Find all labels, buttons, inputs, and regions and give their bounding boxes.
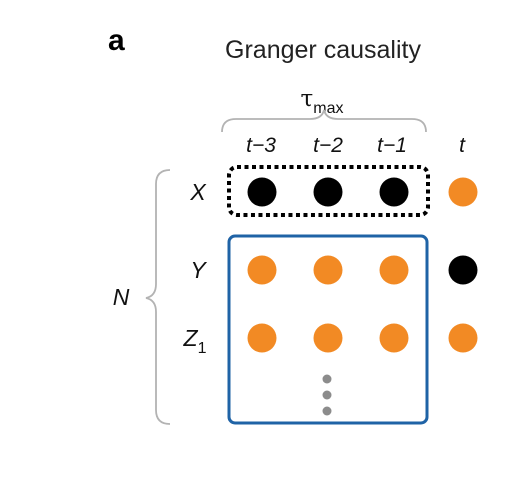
- node-y-t-1: [379, 255, 409, 285]
- diagram-title: Granger causality: [225, 36, 421, 64]
- variable-label-z1: Z1: [183, 325, 207, 357]
- node-z1-t-1: [379, 323, 409, 353]
- panel-letter: a: [108, 24, 125, 57]
- node-y-t-2: [313, 255, 343, 285]
- variable-z-name: Z: [183, 325, 199, 351]
- node-z1-t-3: [247, 323, 277, 353]
- conditioning-set-box: [227, 234, 429, 425]
- variable-label-y: Y: [190, 257, 207, 283]
- node-grid: [247, 177, 478, 353]
- variable-z-subscript: 1: [198, 340, 207, 357]
- node-x-t: [448, 177, 478, 207]
- node-x-t-2: [313, 177, 343, 207]
- tau-max-label: τmax: [301, 86, 344, 117]
- tau-max-brace: [221, 109, 427, 133]
- time-label-t-1: t−1: [377, 134, 407, 157]
- time-label-t-3: t−3: [246, 134, 276, 157]
- time-label-t: t: [459, 134, 466, 157]
- node-x-t-1: [379, 177, 409, 207]
- vertical-ellipsis: [322, 374, 332, 416]
- group-label-n: N: [113, 284, 130, 310]
- variable-label-x: X: [189, 179, 207, 205]
- ellipsis-dot: [322, 390, 332, 400]
- tau-symbol: τ: [301, 86, 314, 112]
- ellipsis-dot: [322, 374, 332, 384]
- node-z1-t: [448, 323, 478, 353]
- node-x-t-3: [247, 177, 277, 207]
- time-label-t-2: t−2: [313, 134, 343, 157]
- ellipsis-dot: [322, 406, 332, 416]
- n-brace: [145, 169, 171, 425]
- x-lags-dotted-box: [227, 165, 430, 217]
- tau-subscript: max: [313, 100, 343, 117]
- node-y-t: [448, 255, 478, 285]
- node-z1-t-2: [313, 323, 343, 353]
- node-y-t-3: [247, 255, 277, 285]
